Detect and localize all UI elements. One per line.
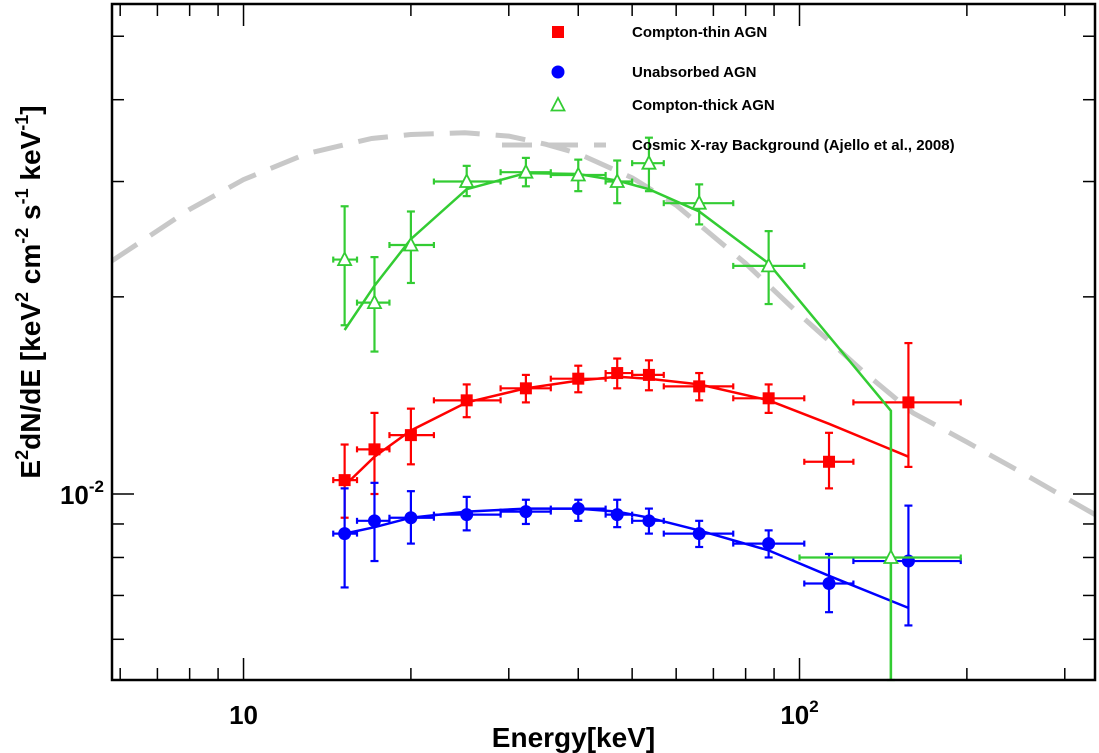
y-axis-title-part: 2 xyxy=(12,450,32,460)
unabsorbed-agn-point xyxy=(610,508,624,522)
compton-thick-agn-point xyxy=(366,293,383,309)
compton-thin-agn-point xyxy=(823,455,836,468)
compton-thin-agn-point xyxy=(762,392,775,405)
x-tick-label-base: 10 xyxy=(780,700,809,730)
x-tick-label: 102 xyxy=(780,697,818,730)
plot-frame xyxy=(110,2,1097,682)
unabsorbed-agn-point xyxy=(692,527,706,541)
y-axis-title: E2dN/dE [keV2 cm-2 s-1 keV-1] xyxy=(12,105,46,478)
y-axis-title-part: cm xyxy=(15,244,46,292)
compton-thick-agn-point xyxy=(336,250,353,266)
legend-label-compton-thin-agn: Compton-thin AGN xyxy=(632,24,767,41)
unabsorbed-agn-point xyxy=(571,502,585,516)
compton-thick-agn-point xyxy=(570,166,587,182)
unabsorbed-agn-errorbar xyxy=(631,507,665,535)
legend-symbol-compton-thin-agn xyxy=(552,26,564,38)
compton-thin-agn-point xyxy=(693,380,706,393)
series-layer xyxy=(332,136,962,682)
compton-thick-agn-point xyxy=(691,194,708,210)
legend-label-compton-thick-agn: Compton-thick AGN xyxy=(632,97,775,114)
y-axis-title-part: -1 xyxy=(12,188,32,204)
y-axis-title-part: -1 xyxy=(12,115,32,131)
legend-symbol-compton-thick-agn xyxy=(550,96,566,112)
unabsorbed-agn-series xyxy=(332,481,962,627)
y-tick-label-exponent: -2 xyxy=(89,477,104,496)
unabsorbed-agn-point xyxy=(519,505,533,519)
compton-thick-agn-point xyxy=(402,236,419,252)
compton-thick-agn-model-line xyxy=(343,171,893,680)
unabsorbed-agn-point xyxy=(404,511,418,525)
compton-thick-agn-point xyxy=(458,172,475,188)
compton-thin-agn-point xyxy=(404,429,417,442)
compton-thick-agn-point xyxy=(760,256,777,273)
compton-thin-agn-series xyxy=(332,341,962,519)
compton-thin-agn-model-line xyxy=(343,375,909,487)
legend-label-unabsorbed-agn: Unabsorbed AGN xyxy=(632,64,756,81)
unabsorbed-agn-point xyxy=(338,527,352,541)
legend-symbol-unabsorbed-agn xyxy=(551,65,565,79)
x-tick-label-exponent: 2 xyxy=(809,697,818,716)
unabsorbed-agn-point xyxy=(367,514,381,528)
x-tick-label: 10 xyxy=(229,700,258,730)
unabsorbed-agn-point xyxy=(822,577,836,591)
unabsorbed-agn-point xyxy=(642,514,656,528)
compton-thin-agn-point xyxy=(460,394,473,407)
unabsorbed-agn-point xyxy=(460,508,474,522)
compton-thin-agn-point xyxy=(519,382,532,395)
y-axis-title-part: dN/dE [keV xyxy=(15,302,46,450)
compton-thick-agn-point xyxy=(609,172,626,188)
unabsorbed-agn-point xyxy=(762,537,776,551)
y-axis-title-part: -2 xyxy=(12,228,32,244)
compton-thin-agn-point xyxy=(642,368,655,381)
axis-ticks xyxy=(112,4,1095,680)
legend-label-cosmic-x-ray-background-ajello-et-al-2008: Cosmic X-ray Background (Ajello et al., … xyxy=(632,137,955,154)
y-tick-label-base: 10 xyxy=(60,480,89,510)
compton-thin-agn-point xyxy=(611,367,624,380)
compton-thick-agn-point xyxy=(882,548,899,564)
y-axis-title-part: keV xyxy=(15,130,46,188)
x-axis-title: Energy[keV] xyxy=(492,722,655,753)
y-tick-label: 10-2 xyxy=(60,477,104,510)
background-curve-layer xyxy=(110,130,1097,517)
y-axis-title-part: 2 xyxy=(12,292,32,302)
y-axis-title-part: ] xyxy=(15,105,46,114)
y-axis-title-part: E xyxy=(15,460,46,479)
legend: Compton-thin AGN Unabsorbed AGN Compton-th… xyxy=(502,24,955,154)
compton-thin-agn-point xyxy=(902,396,915,409)
compton-thick-agn-point xyxy=(640,154,657,170)
compton-thin-agn-point xyxy=(572,372,585,385)
compton-thick-agn-point xyxy=(517,163,534,179)
compton-thin-agn-point xyxy=(338,474,351,487)
compton-thin-agn-point xyxy=(368,443,381,456)
y-axis-title-part: s xyxy=(15,204,46,227)
compton-thick-agn-series xyxy=(332,136,962,682)
x-tick-label-base: 10 xyxy=(229,700,258,730)
cxb-background-curve xyxy=(110,130,1097,517)
